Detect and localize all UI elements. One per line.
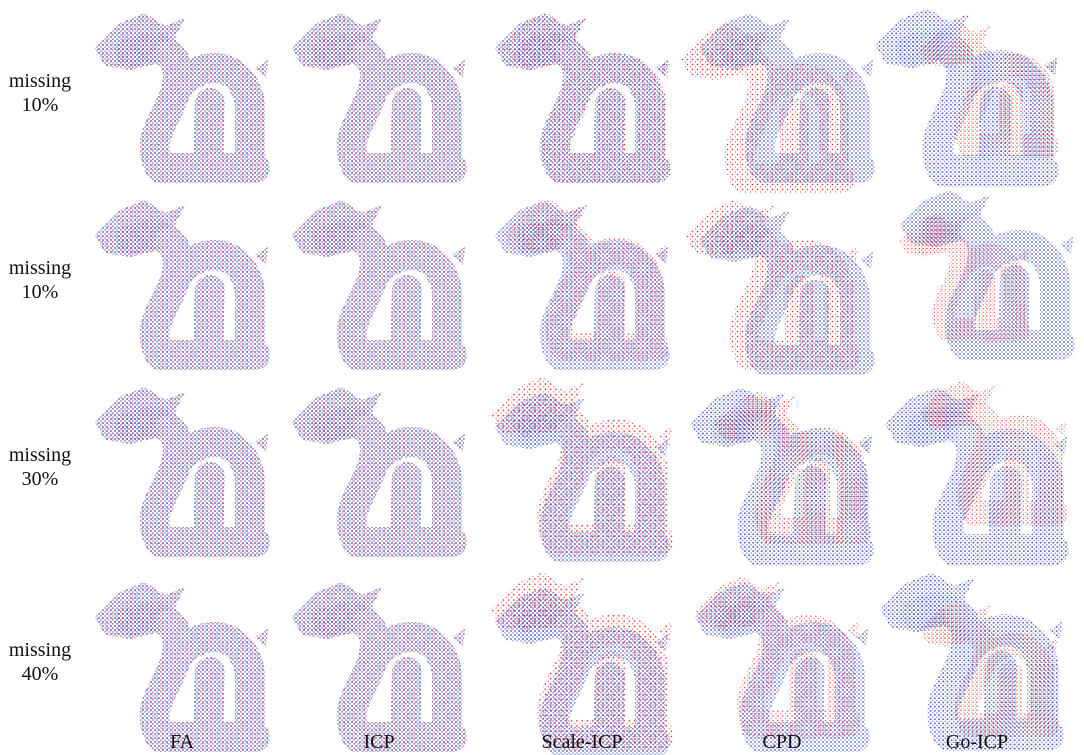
point-cloud	[685, 200, 873, 360]
row-label: missing	[9, 444, 71, 466]
point-cloud	[495, 13, 670, 168]
point-cloud	[690, 387, 872, 550]
point-cloud	[95, 387, 268, 542]
row-label: 10%	[22, 94, 59, 116]
point-cloud	[95, 13, 268, 168]
target-cloud	[95, 13, 268, 168]
point-cloud	[880, 572, 1062, 735]
target-cloud	[95, 582, 268, 737]
target-cloud	[292, 582, 465, 737]
row-label: 10%	[22, 281, 59, 303]
source-cloud	[495, 200, 668, 355]
point-cloud	[875, 8, 1057, 171]
point-cloud	[292, 200, 465, 355]
point-cloud	[680, 13, 873, 178]
column-label: Scale-ICP	[541, 731, 622, 753]
target-cloud	[292, 387, 465, 542]
point-cloud	[495, 200, 668, 355]
row-label: missing	[9, 70, 71, 92]
point-cloud	[490, 377, 672, 547]
point-cloud	[292, 13, 465, 168]
row-label: missing	[9, 639, 71, 661]
column-label: CPD	[763, 731, 802, 753]
column-label: ICP	[363, 731, 394, 753]
target-cloud	[292, 200, 465, 355]
point-cloud	[95, 200, 268, 355]
source-cloud	[495, 13, 668, 168]
row-label: missing	[9, 257, 71, 279]
point-cloud	[292, 387, 465, 542]
point-cloud	[885, 381, 1067, 550]
column-label: Go-ICP	[946, 731, 1008, 753]
column-label: FA	[170, 731, 195, 753]
figure: missing10%missing10%missing30%missing40%…	[0, 0, 1084, 755]
point-cloud	[695, 577, 868, 737]
point-cloud	[490, 572, 672, 742]
point-cloud	[292, 582, 465, 737]
target-cloud	[95, 387, 268, 542]
point-cloud	[95, 582, 268, 737]
target-cloud	[95, 200, 268, 355]
point-cloud	[899, 190, 1073, 345]
row-label: 30%	[22, 468, 59, 490]
target-cloud	[292, 13, 465, 168]
row-label: 40%	[22, 663, 59, 685]
